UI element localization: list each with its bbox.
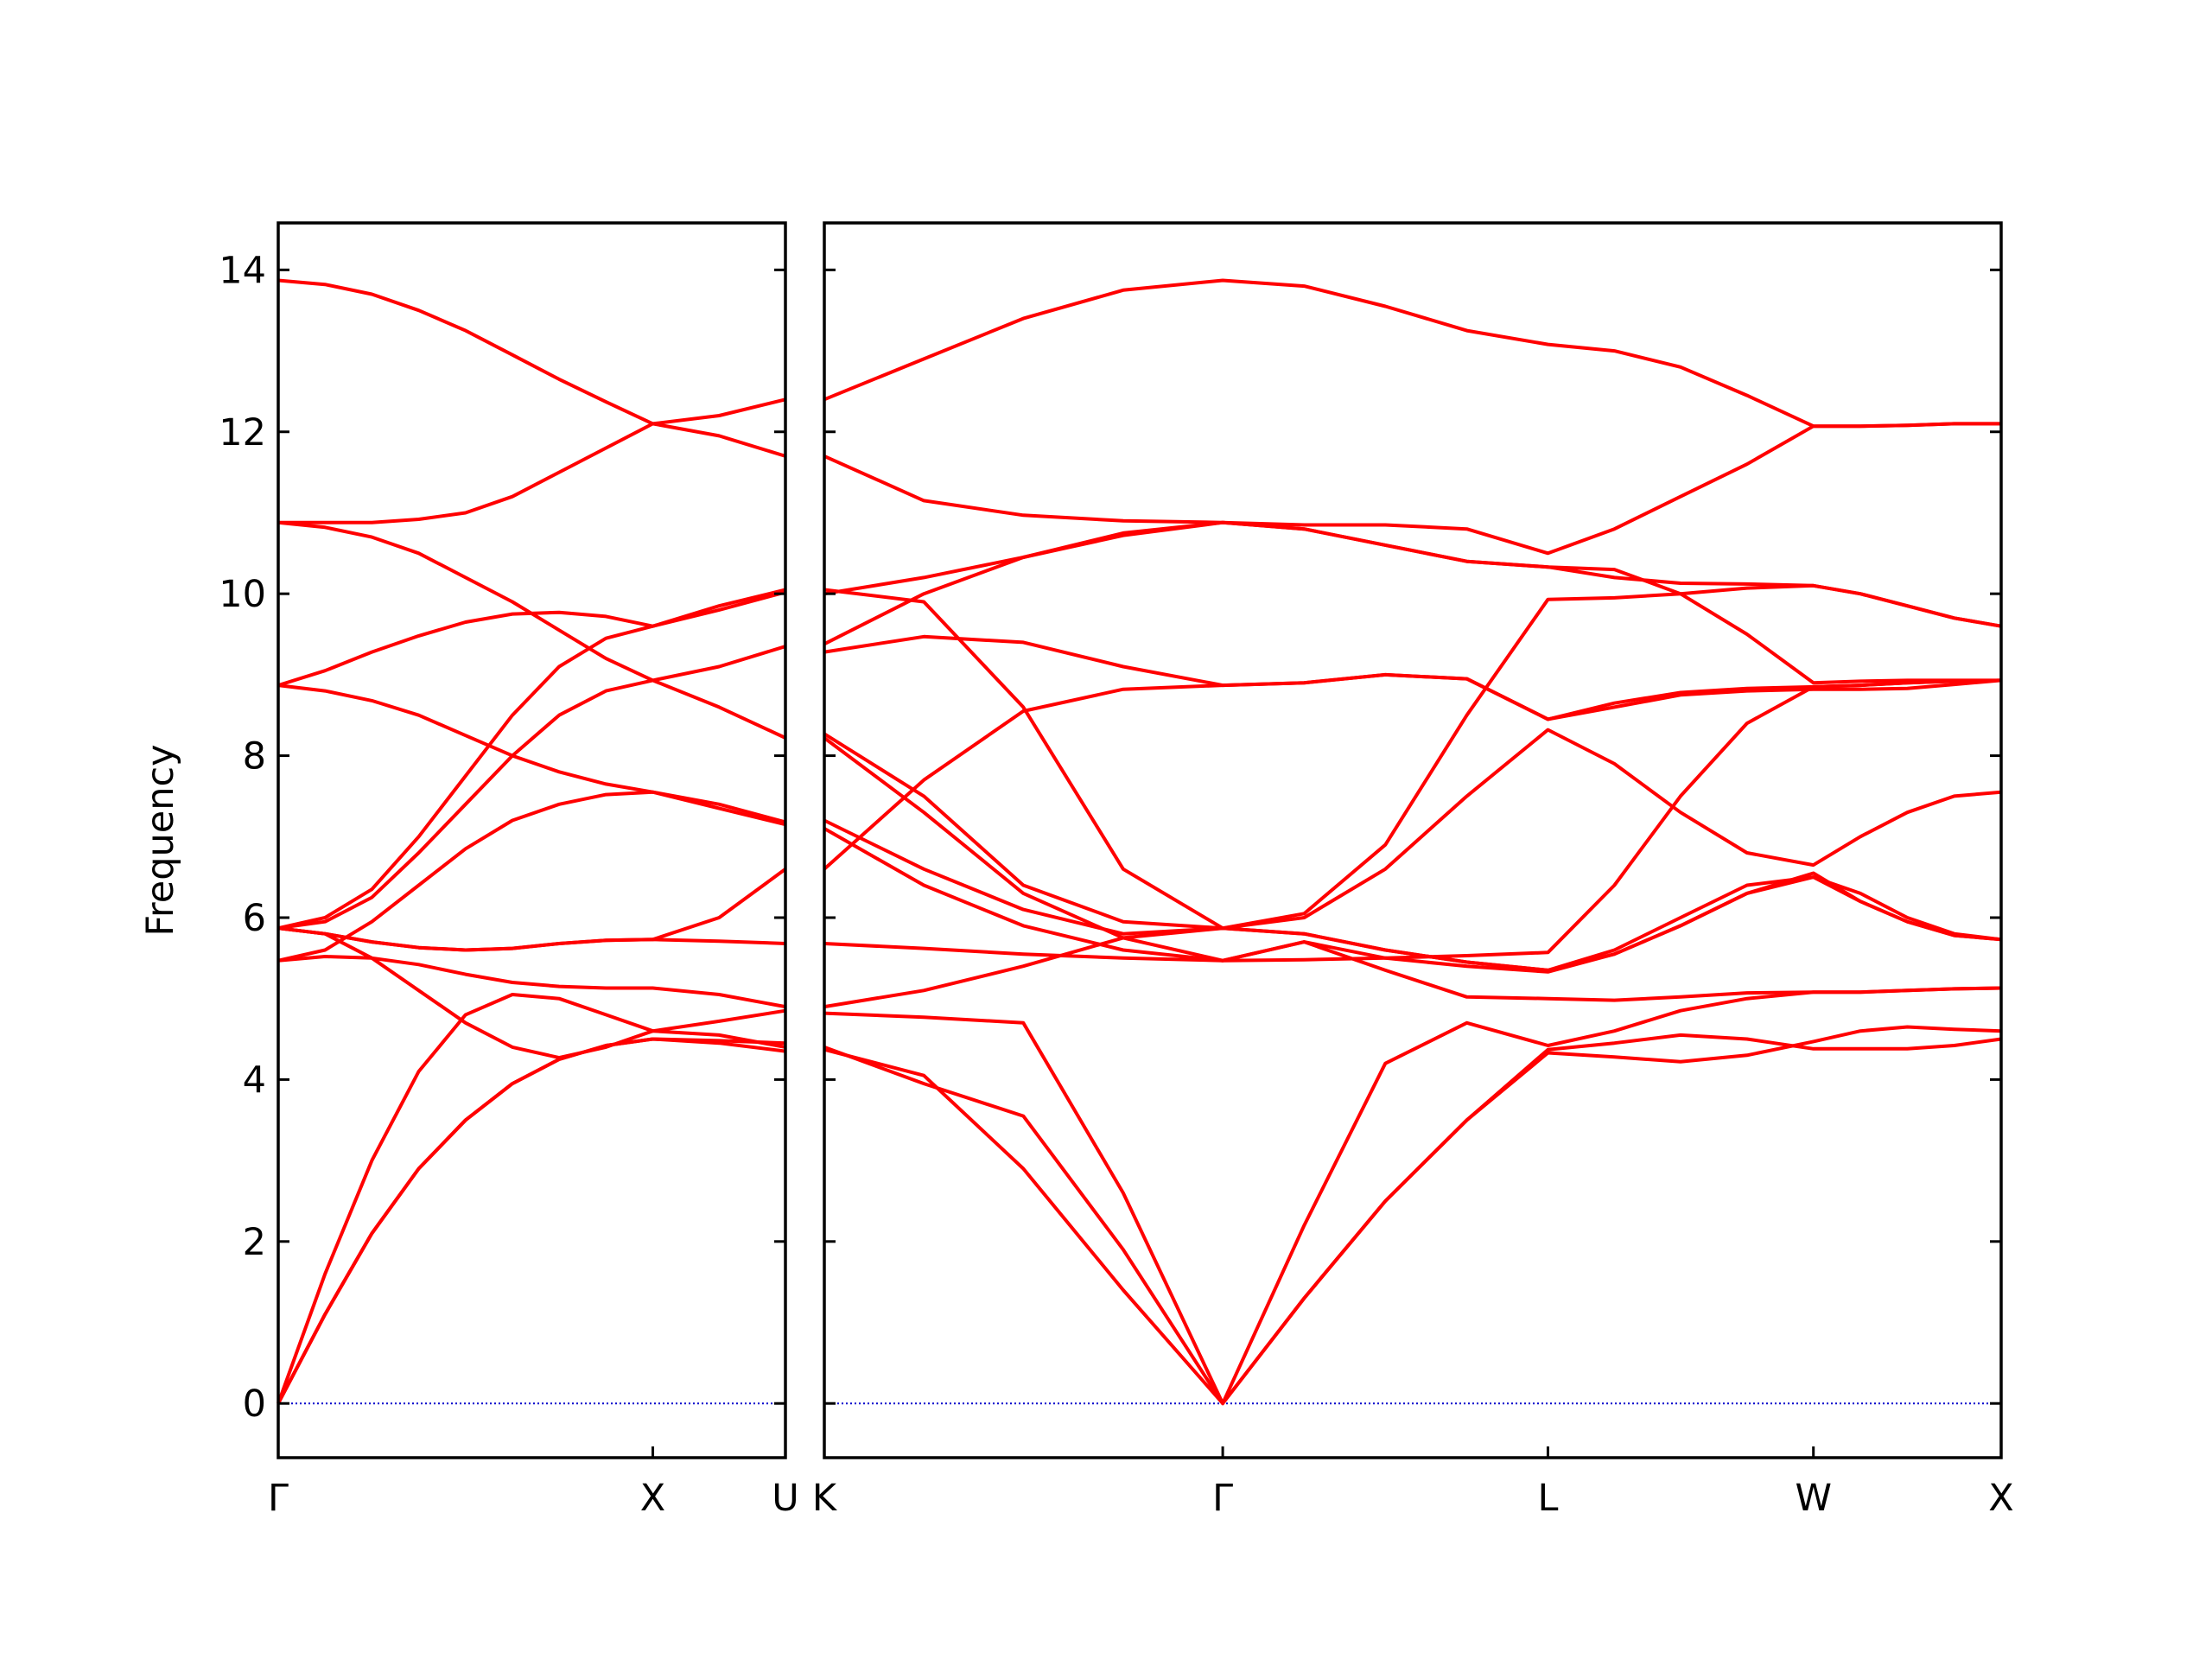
band-line — [277, 790, 786, 963]
x-tick-label: W — [1795, 1477, 1832, 1520]
x-tick-label: X — [1988, 1477, 2013, 1520]
plot-frame — [823, 221, 2003, 1459]
y-axis-label: Frequency — [139, 744, 182, 936]
band-line — [277, 588, 786, 931]
band-line — [277, 868, 787, 952]
band-line — [823, 986, 2002, 1406]
band-line — [277, 590, 786, 688]
plot-frame — [276, 221, 787, 1459]
band-line — [823, 583, 2002, 931]
x-tick-label: Γ — [1212, 1477, 1233, 1520]
y-tick-label: 2 — [243, 1221, 266, 1264]
band-line — [277, 278, 786, 426]
x-tick-label: Γ — [268, 1477, 289, 1520]
band-line — [823, 422, 2001, 556]
x-tick-label: X — [640, 1477, 665, 1520]
band-line — [823, 672, 2002, 871]
band-line — [276, 993, 786, 1404]
band-line — [823, 520, 2001, 685]
y-tick-label: 10 — [219, 573, 266, 616]
band-line — [823, 1025, 2002, 1406]
band-line — [277, 926, 786, 1060]
band-line — [823, 728, 2002, 931]
band-line — [277, 683, 786, 824]
band-line — [823, 520, 2002, 628]
band-line — [278, 422, 786, 524]
y-tick-label: 0 — [243, 1382, 266, 1426]
band-line — [277, 645, 786, 931]
x-tick-label: U — [772, 1477, 798, 1520]
band-line — [823, 278, 2001, 429]
band-line — [823, 875, 2002, 1009]
band-line — [277, 955, 786, 1009]
x-tick-label: K — [812, 1477, 838, 1520]
y-tick-label: 4 — [243, 1058, 266, 1102]
y-tick-label: 8 — [243, 735, 266, 779]
x-tick-label: L — [1537, 1477, 1558, 1520]
band-line — [276, 1037, 786, 1405]
y-tick-label: 12 — [219, 411, 266, 454]
band-line — [276, 1037, 786, 1405]
band-line — [823, 678, 2002, 963]
band-line — [823, 634, 2002, 721]
band-line — [277, 520, 786, 740]
y-tick-label: 6 — [243, 897, 266, 940]
y-tick-label: 14 — [219, 249, 266, 292]
band-line — [823, 1033, 2002, 1406]
